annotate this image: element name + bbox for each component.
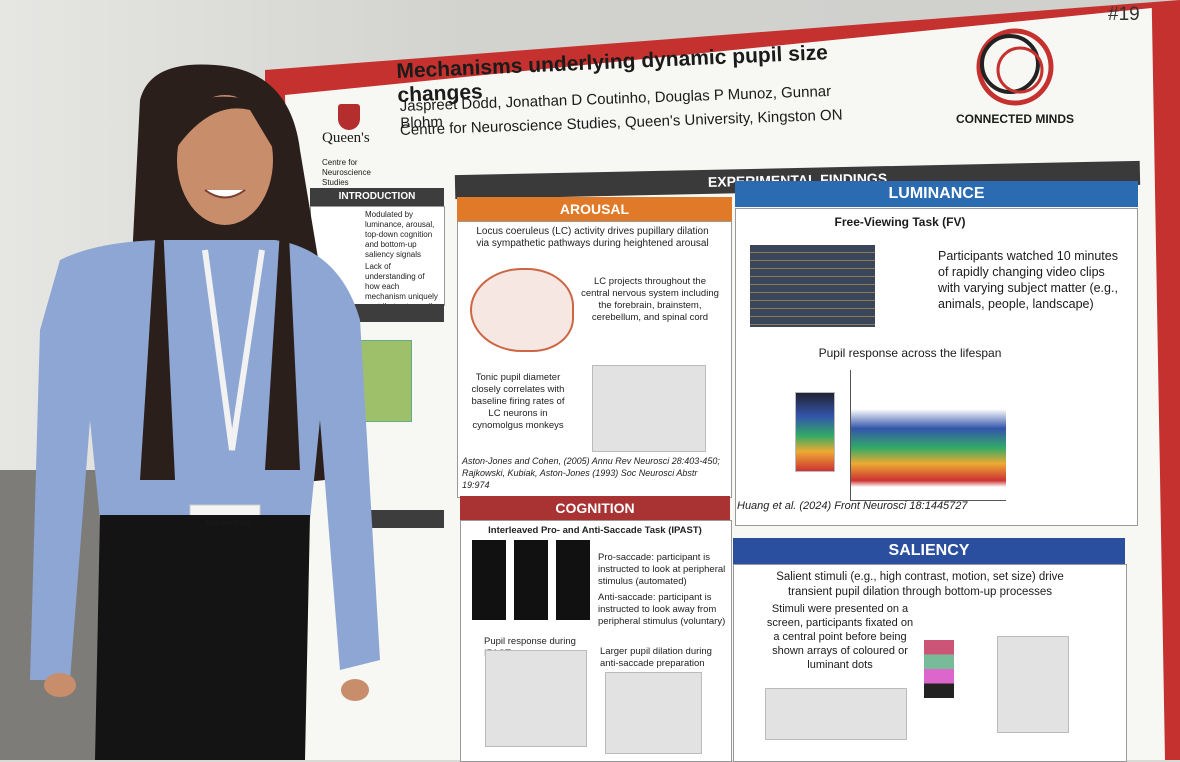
ipast-figure [472,540,590,620]
movie-stack [750,245,875,327]
luminance-ref: Huang et al. (2024) Front Neurosci 18:14… [737,500,968,512]
cognition-heading: COGNITION [460,496,730,520]
left-logo-sub: Centre for Neuroscience Studies [322,158,371,187]
cognition-pro: Pro-saccade: participant is instructed t… [598,552,726,587]
arousal-heading: AROUSAL [457,197,732,221]
brain-figure [470,268,574,352]
cognition-left-plot [485,650,587,747]
arousal-lead: Locus coeruleus (LC) activity drives pup… [476,226,709,249]
right-logo: CONNECTED MINDS [956,112,1075,126]
left-logo: Queen's [322,130,370,146]
stimulus-array [997,636,1069,733]
lifespan-plot [850,370,1006,501]
cognition-right-plot [605,672,702,754]
arousal-trace-figure [592,365,706,452]
arousal-projection: LC projects throughout the central nervo… [581,276,719,323]
legend-figure [795,392,835,472]
saliency-plot [765,688,907,740]
poster-number: #19 [1108,4,1140,25]
crest [338,104,360,130]
cognition-figure-right: Larger pupil dilation during anti-saccad… [600,646,712,669]
cognition-anti: Anti-saccade: participant is instructed … [598,592,726,627]
luminance-description: Participants watched 10 minutes of rapid… [938,249,1118,311]
person [30,64,380,760]
badge-name: Jaspreet Dodd [204,520,251,527]
luminance-task: Free-Viewing Task (FV) [834,215,966,229]
luminance-heading: LUMINANCE [735,181,1138,207]
connected-minds-logo [976,28,1054,106]
intro-bullet: Modulated by luminance, arousal, top-dow… [365,210,435,259]
arousal-refs: Aston-Jones and Cohen, (2005) Annu Rev N… [462,456,720,490]
arousal-tonic: Tonic pupil diameter closely correlates … [471,372,565,431]
cognition-task: Interleaved Pro- and Anti-Saccade Task (… [488,525,702,536]
saliency-method: Stimuli were presented on a screen, part… [766,603,914,671]
intro-heading: INTRODUCTION [310,188,444,206]
stimulus-figure [924,640,954,698]
saliency-lead: Salient stimuli (e.g., high contrast, mo… [776,571,1064,598]
luminance-figure-title: Pupil response across the lifespan [818,346,1002,360]
saliency-heading: SALIENCY [733,538,1125,564]
